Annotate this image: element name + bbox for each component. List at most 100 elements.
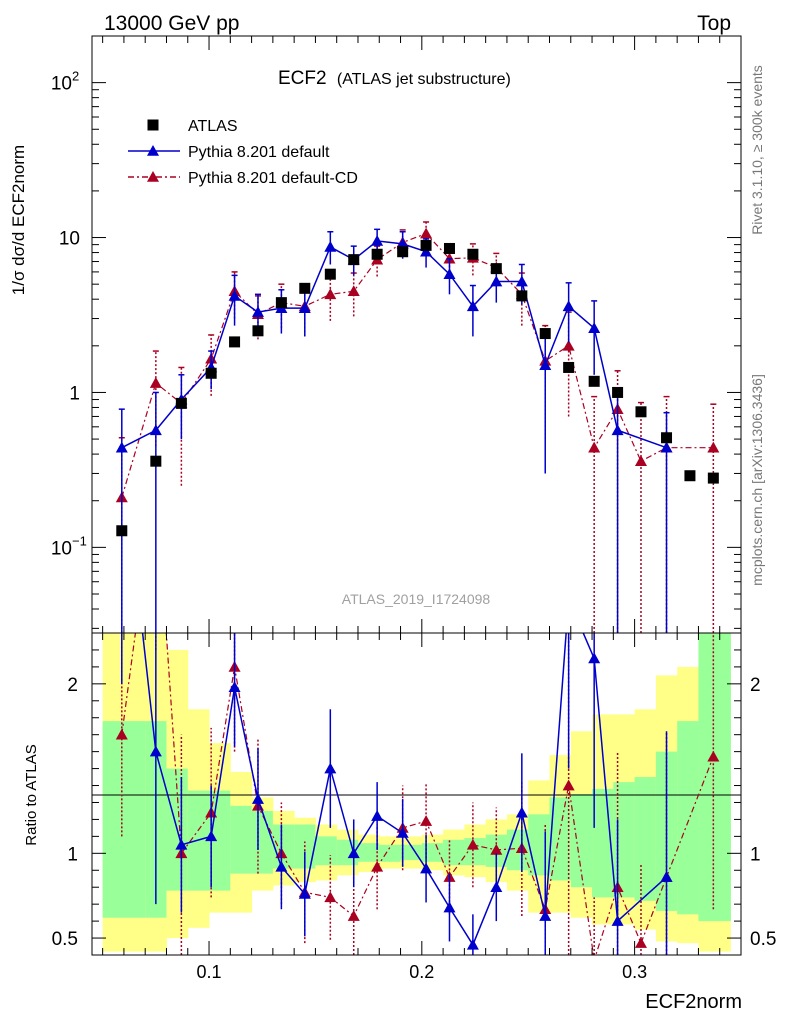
band-inner-19: [528, 814, 550, 876]
main-panel-markers: [115, 221, 720, 633]
pythia-cd-ratio-point-15: [490, 843, 503, 855]
pythia-default-point-1: [149, 424, 162, 436]
pythia-default-point-13: [443, 268, 456, 279]
pythia-cd-point-21: [634, 455, 647, 466]
atlas-point-9: [348, 254, 360, 266]
pythia-cd-point-19: [588, 441, 601, 453]
pythia-default-ratio-point-21: [660, 871, 673, 882]
pythia-default-ratio-point-1: [149, 745, 162, 757]
pythia-default-ratio-point-11: [396, 826, 409, 838]
pythia-default-ratio-point-6: [275, 860, 288, 872]
pythia-cd-point-12: [420, 227, 433, 239]
pythia-cd-line: [121, 232, 714, 498]
atlas-point-22: [661, 432, 673, 444]
pythia-default-ratio-point-2: [175, 838, 188, 850]
y-tick-top-sup-3: 2: [72, 69, 79, 84]
atlas-point-2: [175, 397, 187, 409]
pythia-default-point-20: [611, 424, 624, 436]
legend-marker-1: [147, 145, 159, 156]
y-tick-top-label-1: 1: [69, 383, 80, 404]
y-tick-bottom-label-left-0: 0.5: [52, 929, 78, 950]
y-tick-bottom-label-left-2: 2: [67, 675, 78, 696]
band-inner-15: [443, 839, 465, 866]
pythia-cd-ratio-point-14: [466, 838, 479, 850]
ratio-panel-frame: [91, 632, 742, 956]
pythia-default-ratio-point-14: [466, 938, 479, 950]
legend-label-1: Pythia 8.201 default: [188, 144, 330, 161]
pythia-default-ratio-point-8: [324, 762, 337, 774]
atlas-point-5: [252, 325, 264, 337]
pythia-default-point-8: [324, 240, 337, 252]
atlas-point-16: [516, 290, 528, 302]
pythia-cd-point-9: [347, 285, 360, 297]
pythia-cd-point-18: [562, 339, 575, 351]
pythia-default-point-21: [660, 441, 673, 453]
legend-label-0: ATLAS: [188, 118, 238, 135]
y-tick-top-label-3: 10: [51, 74, 72, 95]
pythia-default-point-16: [515, 275, 528, 287]
atlas-point-21: [635, 406, 647, 418]
band-inner-27: [698, 633, 731, 922]
atlas-point-13: [443, 242, 455, 254]
pythia-cd-point-8: [324, 288, 337, 300]
pythia-default-ratio-point-3: [205, 830, 218, 842]
band-inner-6: [251, 810, 274, 874]
x-axis-label: ECF2norm: [645, 991, 742, 1013]
band-inner-12: [379, 844, 402, 862]
y-label-top-text: 1/σ dσ/d ECF2norm: [9, 145, 28, 295]
atlas-point-17: [539, 328, 551, 340]
ratio-panel: 0.1 0.2 0.3 0.5 0.5 1 1 2 2: [52, 632, 776, 982]
x-tick-label-2: 0.3: [622, 962, 647, 982]
plot-title: ECF2 (ATLAS jet substructure): [278, 68, 511, 89]
pythia-default-point-4: [228, 289, 241, 301]
y-label-bottom: Ratio to ATLAS: [23, 744, 40, 845]
atlas-point-6: [275, 297, 287, 309]
atlas-point-4: [229, 336, 241, 348]
x-tick-label-0: 0.1: [197, 962, 222, 982]
pythia-default-ratio-point-9: [347, 847, 360, 859]
legend-label-2: Pythia 8.201 default-CD: [188, 170, 358, 187]
band-inner-26: [677, 721, 699, 915]
pythia-cd-ratio-point-12: [420, 815, 433, 826]
pythia-cd-point-1: [149, 377, 162, 388]
band-inner-13: [400, 844, 423, 861]
y-tick-bottom-label-right-2: 2: [750, 675, 761, 696]
pythia-default-ratio-point-13: [443, 901, 456, 913]
pythia-default-ratio-point-4: [228, 681, 241, 693]
atlas-point-19: [588, 375, 600, 387]
y-tick-bottom-label-left-1: 1: [67, 844, 78, 865]
atlas-point-1: [150, 455, 162, 467]
pythia-cd-ratio-point-21: [634, 937, 647, 948]
pythia-cd-ratio-point-18: [562, 779, 575, 791]
mcplots-label: mcplots.cern.ch [arXiv:1306.3436]: [749, 374, 765, 586]
pythia-default-ratio-point-12: [420, 862, 433, 874]
plot-title-main: ECF2: [278, 68, 327, 89]
pythia-default-line: [121, 240, 667, 449]
pythia-default-point-10: [371, 234, 384, 246]
band-inner-23: [613, 782, 636, 898]
legend: ATLAS Pythia 8.201 default Pythia 8.201 de…: [128, 118, 358, 187]
pythia-default-point-7: [298, 302, 311, 313]
y-label-top: 1/σ dσ/d ECF2norm: [9, 145, 28, 295]
legend-marker-2: [147, 171, 159, 182]
header-process: Top: [697, 12, 731, 35]
atlas-point-14: [467, 248, 479, 260]
atlas-point-15: [490, 263, 502, 275]
pythia-default-ratio-point-20: [611, 915, 624, 926]
band-inner-11: [357, 843, 380, 862]
pythia-default-point-5: [251, 306, 264, 317]
pythia-default-point-0: [115, 441, 128, 453]
band-inner-0: [102, 721, 146, 918]
pythia-default-point-17: [539, 359, 552, 370]
band-inner-9: [315, 836, 338, 866]
atlas-point-10: [371, 248, 383, 260]
pythia-default-ratio-point-7: [298, 887, 311, 899]
atlas-point-0: [116, 525, 128, 537]
pythia-default-point-18: [562, 300, 575, 312]
pythia-cd-ratio-point-8: [324, 891, 337, 903]
pythia-default-ratio-line: [141, 633, 668, 947]
pythia-cd-ratio-point-23: [707, 750, 720, 762]
pythia-default-ratio-point-10: [371, 810, 384, 821]
atlas-point-18: [563, 361, 575, 373]
